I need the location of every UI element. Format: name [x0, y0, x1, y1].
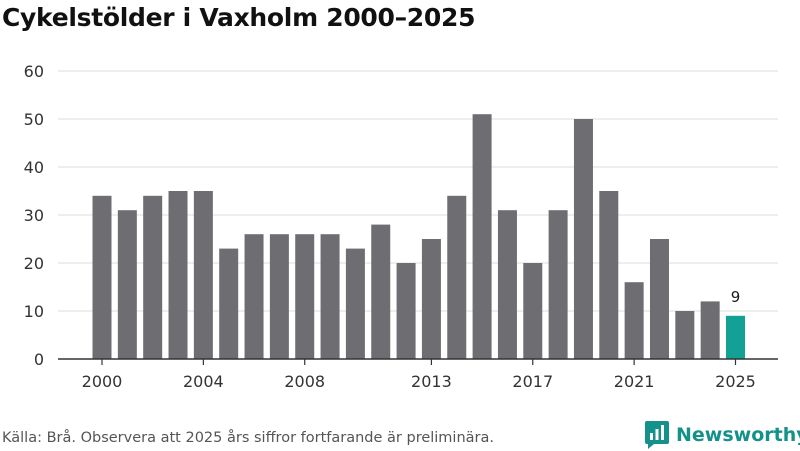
- bar: [675, 311, 695, 359]
- bar: [700, 301, 720, 359]
- newsworthy-logo-icon: [645, 421, 669, 449]
- brand-name: Newsworthy: [676, 424, 800, 446]
- x-tick-label: 2013: [411, 372, 452, 391]
- bar: [573, 119, 593, 359]
- bar: [269, 234, 289, 359]
- y-tick-label: 20: [24, 254, 44, 273]
- bar: [117, 210, 137, 359]
- bar: [497, 210, 517, 359]
- bar: [726, 315, 745, 359]
- bar: [624, 282, 644, 359]
- bars: [92, 114, 745, 359]
- x-axis-ticks: 2000 2004 2008 2013 2017 2021 2025: [82, 359, 756, 391]
- bar: [523, 263, 543, 359]
- bar: [168, 191, 188, 359]
- bar: [295, 234, 315, 359]
- y-tick-label: 30: [24, 206, 44, 225]
- bar: [548, 210, 568, 359]
- y-tick-label: 60: [24, 62, 44, 81]
- bar: [421, 239, 441, 359]
- bar: [371, 224, 391, 359]
- x-tick-label: 2000: [82, 372, 123, 391]
- gridlines: [58, 70, 778, 312]
- bar: [345, 248, 365, 359]
- bar: [447, 195, 467, 359]
- bar: [219, 248, 239, 359]
- y-tick-label: 50: [24, 110, 44, 129]
- x-tick-label: 2021: [614, 372, 655, 391]
- x-tick-label: 2008: [284, 372, 325, 391]
- bar: [193, 191, 213, 359]
- annotations: 9: [731, 288, 741, 306]
- y-tick-label: 0: [34, 350, 44, 369]
- source-note: Källa: Brå. Observera att 2025 års siffr…: [2, 430, 494, 446]
- chart-title: Cykelstölder i Vaxholm 2000–2025: [2, 3, 476, 32]
- x-tick-label: 2025: [715, 372, 756, 391]
- y-tick-label: 10: [24, 302, 44, 321]
- bar: [396, 263, 416, 359]
- x-tick-label: 2004: [183, 372, 224, 391]
- bar: [320, 234, 340, 359]
- bar: [472, 114, 492, 359]
- bar: [92, 195, 112, 359]
- x-tick-label: 2017: [512, 372, 553, 391]
- bar: [649, 239, 669, 359]
- bar: [244, 234, 264, 359]
- data-label: 9: [731, 288, 741, 306]
- y-axis-ticks: 0 10 20 30 40 50 60: [24, 62, 44, 369]
- y-tick-label: 40: [24, 158, 44, 177]
- bar: [599, 191, 619, 359]
- brand-logo: Newsworthy: [644, 419, 800, 451]
- bar: [143, 195, 163, 359]
